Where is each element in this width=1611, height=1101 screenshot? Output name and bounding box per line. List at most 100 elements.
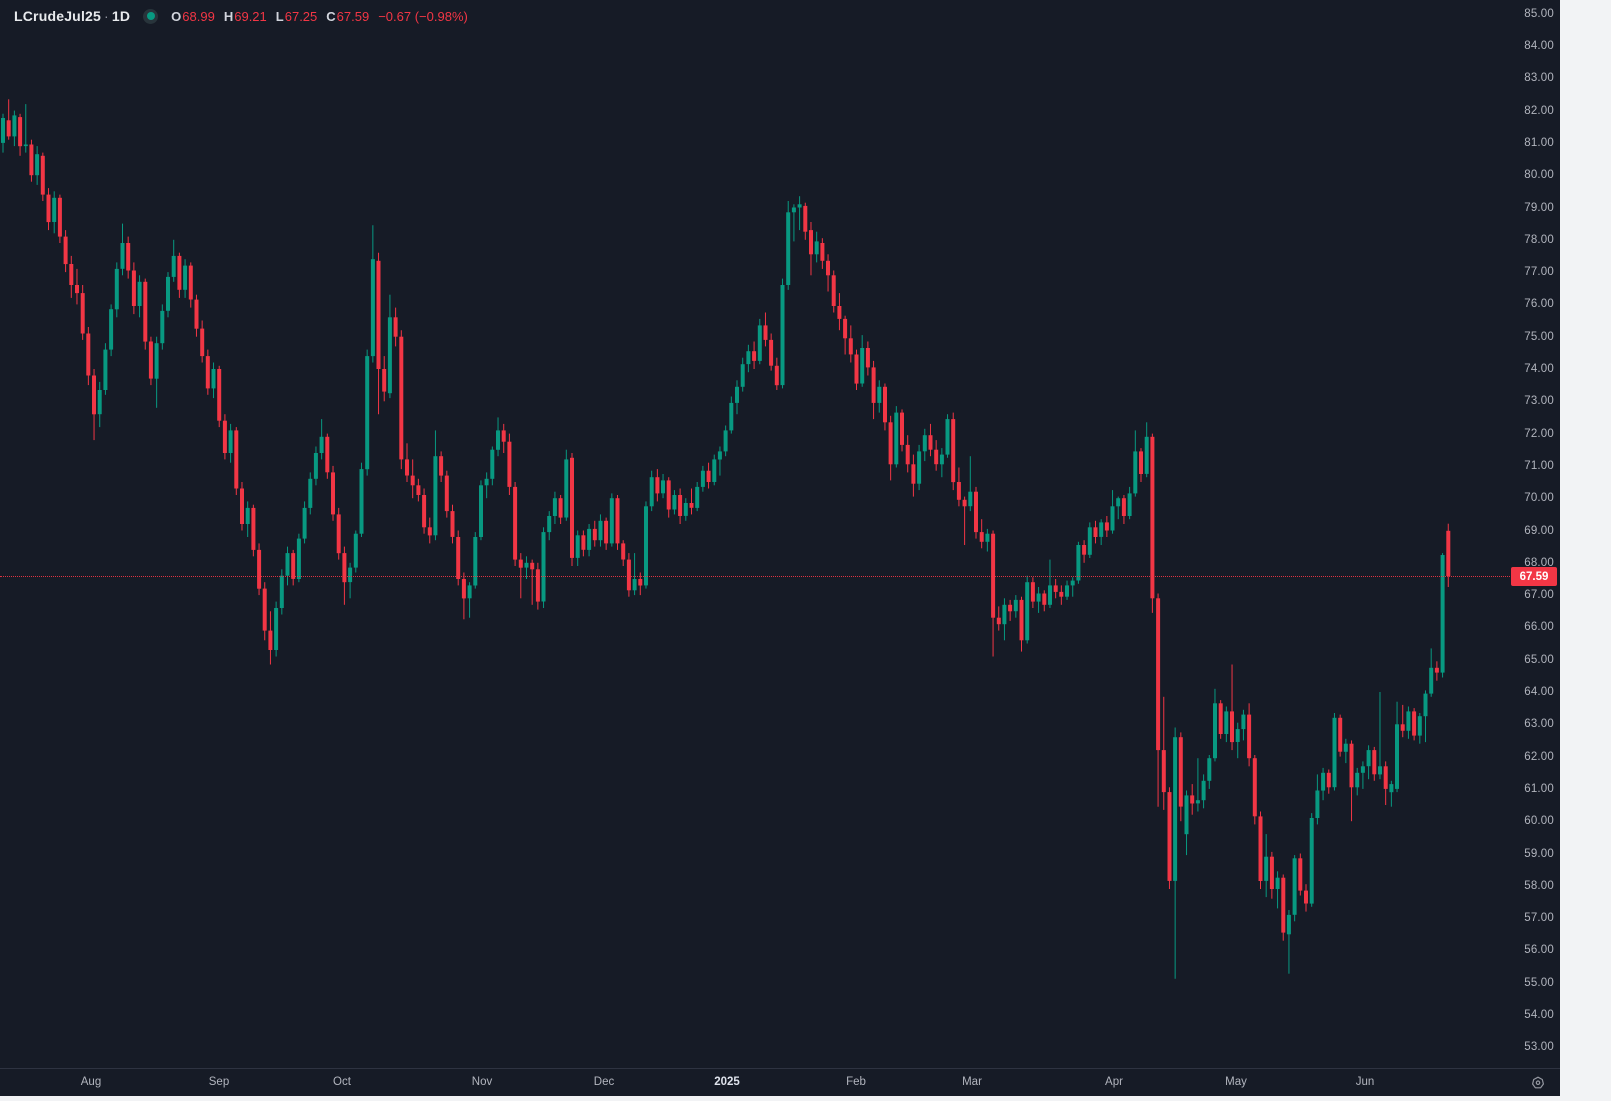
candle-body (1252, 758, 1257, 817)
candlestick-plot[interactable] (0, 0, 1466, 1068)
candle-body (1042, 593, 1047, 605)
candle-body (257, 549, 262, 589)
title-separator: · (104, 8, 109, 24)
candle-body (171, 255, 176, 277)
candle-body (131, 270, 136, 306)
candle-body (826, 260, 830, 276)
price-tick-label: 82.00 (1524, 104, 1554, 117)
candle-body (103, 349, 108, 390)
candle-body (735, 386, 739, 403)
last-price-line (0, 576, 1512, 577)
candle-body (399, 336, 404, 460)
price-tick-label: 54.00 (1524, 1009, 1554, 1021)
candle-body (86, 333, 91, 376)
time-tick-label: Jun (1355, 1076, 1375, 1088)
candle-body (956, 482, 961, 500)
candle-body (1230, 711, 1234, 743)
candle-body (29, 144, 34, 176)
price-tick-label: 76.00 (1524, 298, 1554, 311)
candle-body (706, 470, 711, 482)
price-axis[interactable]: 85.00 84.00 83.00 82.00 81.00 80.00 79.00 78.00… (1466, 0, 1560, 1068)
close-value: C67.59 (326, 8, 370, 24)
candle-body (1315, 790, 1320, 818)
candle-body (1258, 816, 1263, 881)
candle-body (422, 495, 427, 528)
candle-body (1127, 493, 1132, 516)
candle-body (655, 477, 660, 494)
candle-body (148, 341, 153, 379)
candle-body (46, 194, 51, 223)
symbol-name: LCrudeJul25 (14, 8, 101, 24)
price-tick-label: 59.00 (1524, 847, 1554, 860)
candle-body (1281, 877, 1286, 933)
candle-body (809, 230, 813, 255)
candle-body (1019, 599, 1024, 641)
candle-body (1139, 451, 1143, 474)
candle-body (814, 241, 819, 255)
price-tick-label: 56.00 (1524, 944, 1554, 957)
candle-body (797, 204, 802, 208)
candle-body (689, 503, 694, 508)
candle-body (922, 435, 927, 452)
time-axis[interactable]: Aug Sep Oct Nov Dec 2025 Feb Mar Apr May Jun (0, 1068, 1560, 1096)
candle-body (831, 275, 836, 306)
candle-body (1400, 724, 1405, 731)
price-tick-label: 67.00 (1524, 589, 1554, 602)
price-tick-label: 55.00 (1524, 976, 1554, 989)
ohlc-readout: O68.99 H69.21 L67.25 C67.59 −0.67 (−0.98… (171, 9, 468, 24)
candle-body (245, 507, 250, 524)
candle-body (274, 608, 279, 650)
candle-body (1355, 772, 1360, 788)
candle-body (564, 459, 569, 518)
candle-body (974, 491, 978, 533)
candle-body (894, 412, 899, 465)
symbol-title[interactable]: LCrudeJul25 · 1D (14, 8, 130, 24)
candle-body (467, 585, 472, 599)
price-tick-label: 62.00 (1524, 750, 1554, 763)
candle-body (848, 338, 853, 355)
candle-body (672, 495, 677, 510)
candle-body (405, 459, 409, 476)
candle-body (18, 117, 23, 147)
candle-body (729, 402, 734, 431)
candle-body (763, 325, 768, 340)
axis-settings-gear-icon[interactable] (1530, 1075, 1546, 1091)
candle-body (308, 478, 313, 508)
candle-body (279, 575, 284, 608)
candle-body (535, 569, 540, 602)
candle-body (1036, 593, 1041, 602)
candle-body (1241, 714, 1246, 730)
candle-body (1144, 436, 1149, 474)
time-tick-label: Nov (471, 1076, 493, 1088)
candle-body (1247, 714, 1252, 759)
candle-body (1269, 856, 1274, 889)
candle-body (393, 317, 398, 337)
candle-body (353, 533, 358, 568)
candle-body (985, 533, 990, 542)
candlestick-chart[interactable] (0, 0, 1466, 1068)
candle-body (877, 386, 882, 403)
candle-body (507, 441, 512, 487)
candle-body (285, 553, 290, 576)
price-tick-label: 74.00 (1524, 363, 1554, 375)
candle-body (200, 328, 205, 357)
candle-body (1087, 527, 1092, 555)
candle-body (1264, 856, 1269, 881)
price-tick-label: 85.00 (1524, 7, 1554, 20)
time-tick-label: Dec (593, 1076, 615, 1088)
candle-body (291, 553, 296, 579)
candle-body (1093, 527, 1098, 537)
candle-body (222, 420, 227, 453)
candle-body (268, 630, 273, 650)
candle-body (6, 120, 11, 137)
candle-body (1383, 766, 1388, 789)
candle-body (490, 449, 495, 479)
candle-body (194, 299, 199, 329)
price-tick-label: 75.00 (1524, 330, 1554, 343)
market-status-icon[interactable] (143, 8, 159, 24)
candle-body (1343, 743, 1348, 752)
symbol-legend: LCrudeJul25 · 1D O68.99 H69.21 L67.25 C67.… (14, 6, 468, 26)
candle-body (757, 325, 762, 361)
candle-body (217, 369, 222, 421)
